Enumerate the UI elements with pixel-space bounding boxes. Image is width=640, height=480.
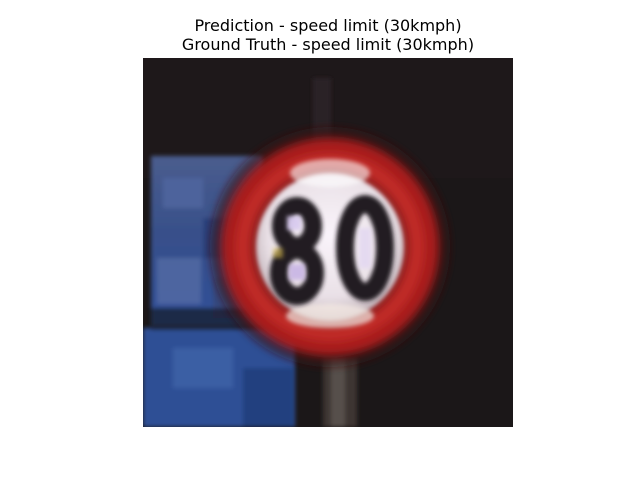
- ground-truth-title: Ground Truth - speed limit (30kmph): [181, 35, 475, 54]
- digit-highlights: [273, 216, 371, 280]
- sign-photo-svg: [143, 58, 513, 427]
- figure-title: Prediction - speed limit (30kmph) Ground…: [0, 16, 640, 54]
- prediction-title: Prediction - speed limit (30kmph): [194, 16, 462, 35]
- sign-pole: [313, 78, 357, 427]
- sign-image: [143, 58, 513, 427]
- sign-digits: [270, 195, 394, 305]
